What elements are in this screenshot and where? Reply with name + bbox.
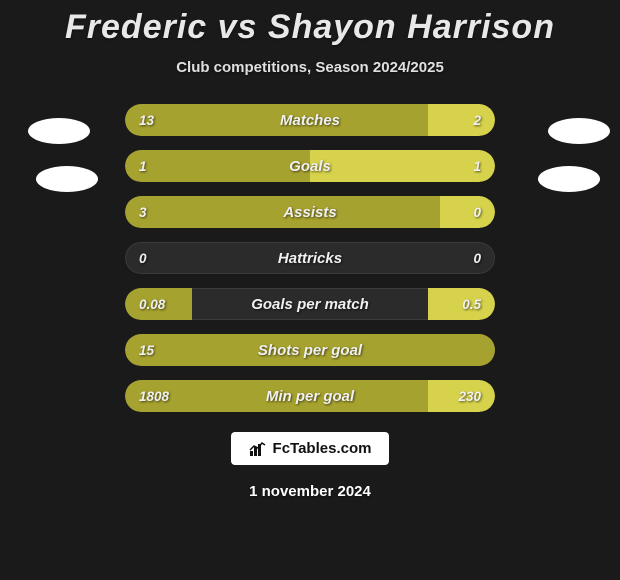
stat-value-right: 0 (473, 196, 481, 228)
date-label: 1 november 2024 (0, 483, 620, 500)
stat-row: Goals1 1 (125, 150, 495, 182)
stat-value-right: 0 (473, 242, 481, 274)
player-right-avatar-2 (538, 166, 600, 192)
subtitle: Club competitions, Season 2024/2025 (0, 59, 620, 76)
stat-value-left: 1 (139, 150, 147, 182)
stat-value-left: 1808 (139, 380, 169, 412)
stat-value-left: 13 (139, 104, 154, 136)
stat-row: Assists3 0 (125, 196, 495, 228)
stat-value-right: 2 (473, 104, 481, 136)
stat-label: Matches (125, 104, 495, 136)
stat-row: Matches13 2 (125, 104, 495, 136)
stat-label: Min per goal (125, 380, 495, 412)
stat-value-right: 0.5 (462, 288, 481, 320)
stat-row: Shots per goal15 (125, 334, 495, 366)
watermark-text: FcTables.com (273, 440, 372, 457)
stat-bars: Matches132Goals11Assists30Hattricks00Goa… (125, 104, 495, 412)
stat-value-right: 230 (458, 380, 481, 412)
stat-value-left: 0 (139, 242, 147, 274)
stat-label: Assists (125, 196, 495, 228)
watermark: FcTables.com (231, 432, 390, 465)
stat-label: Shots per goal (125, 334, 495, 366)
stat-value-left: 15 (139, 334, 154, 366)
comparison-card: Frederic vs Shayon Harrison Club competi… (0, 0, 620, 500)
player-left-avatar-1 (28, 118, 90, 144)
stat-value-left: 0.08 (139, 288, 165, 320)
stat-label: Goals per match (125, 288, 495, 320)
stat-row: Hattricks0 0 (125, 242, 495, 274)
chart-area: Matches132Goals11Assists30Hattricks00Goa… (0, 104, 620, 412)
player-left-avatar-2 (36, 166, 98, 192)
page-title: Frederic vs Shayon Harrison (0, 0, 620, 59)
stat-label: Goals (125, 150, 495, 182)
stat-value-left: 3 (139, 196, 147, 228)
chart-icon (249, 441, 267, 457)
player-right-avatar-1 (548, 118, 610, 144)
stat-label: Hattricks (125, 242, 495, 274)
stat-row: Goals per match0.08 0.5 (125, 288, 495, 320)
stat-row: Min per goal1808 230 (125, 380, 495, 412)
stat-value-right: 1 (473, 150, 481, 182)
